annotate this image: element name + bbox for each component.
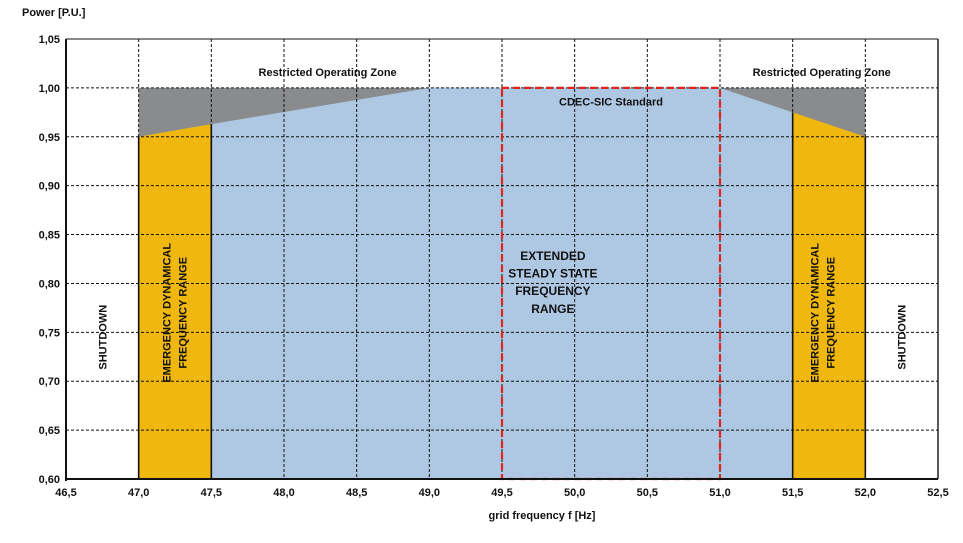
emergency-label-left-line1: EMERGENCY DYNAMICAL [161,243,173,383]
y-tick-label: 0,70 [39,376,60,388]
x-tick-label: 49,0 [419,487,440,499]
y-tick-label: 1,05 [39,34,60,46]
x-tick-label: 51,0 [709,487,730,499]
restricted-zone-label-left: Restricted Operating Zone [259,67,397,79]
y-tick-label: 0,65 [39,425,60,437]
restricted-zone-label-right: Restricted Operating Zone [753,67,891,79]
emergency-label-right-line2: FREQUENCY RANGE [826,257,838,369]
y-tick-label: 0,85 [39,230,60,242]
x-tick-label: 50,5 [637,487,658,499]
x-tick-label: 49,5 [491,487,512,499]
emergency-label-left-line2: FREQUENCY RANGE [177,257,189,369]
region-emergency-right [792,112,866,479]
y-tick-label: 0,95 [39,132,60,144]
x-tick-label: 52,0 [855,487,876,499]
y-tick-label: 0,80 [39,278,60,290]
extended-range-label-line: EXTENDED [520,249,586,263]
x-tick-label: 51,5 [782,487,803,499]
x-axis-title: grid frequency f [Hz] [489,510,596,522]
emergency-label-right-line1: EMERGENCY DYNAMICAL [810,243,822,383]
extended-range-label-line: RANGE [531,302,574,316]
shutdown-label-left: SHUTDOWN [97,305,109,370]
standard-label: CDEC-SIC Standard [559,96,663,108]
x-tick-label: 47,5 [201,487,222,499]
x-tick-label: 46,5 [55,487,76,499]
x-tick-label: 50,0 [564,487,585,499]
x-tick-label: 47,0 [128,487,149,499]
x-tick-label: 52,5 [927,487,948,499]
y-tick-label: 0,90 [39,181,60,193]
x-tick-label: 48,0 [273,487,294,499]
y-tick-label: 0,75 [39,327,60,339]
y-tick-label: 1,00 [39,83,60,95]
x-tick-label: 48,5 [346,487,367,499]
extended-range-label-line: FREQUENCY [515,284,590,298]
y-axis-title: Power [P.U.] [22,7,86,19]
extended-range-label-line: STEADY STATE [508,267,597,281]
y-tick-label: 0,60 [39,474,60,486]
shutdown-label-right: SHUTDOWN [897,305,909,370]
region-emergency-left [138,124,212,480]
